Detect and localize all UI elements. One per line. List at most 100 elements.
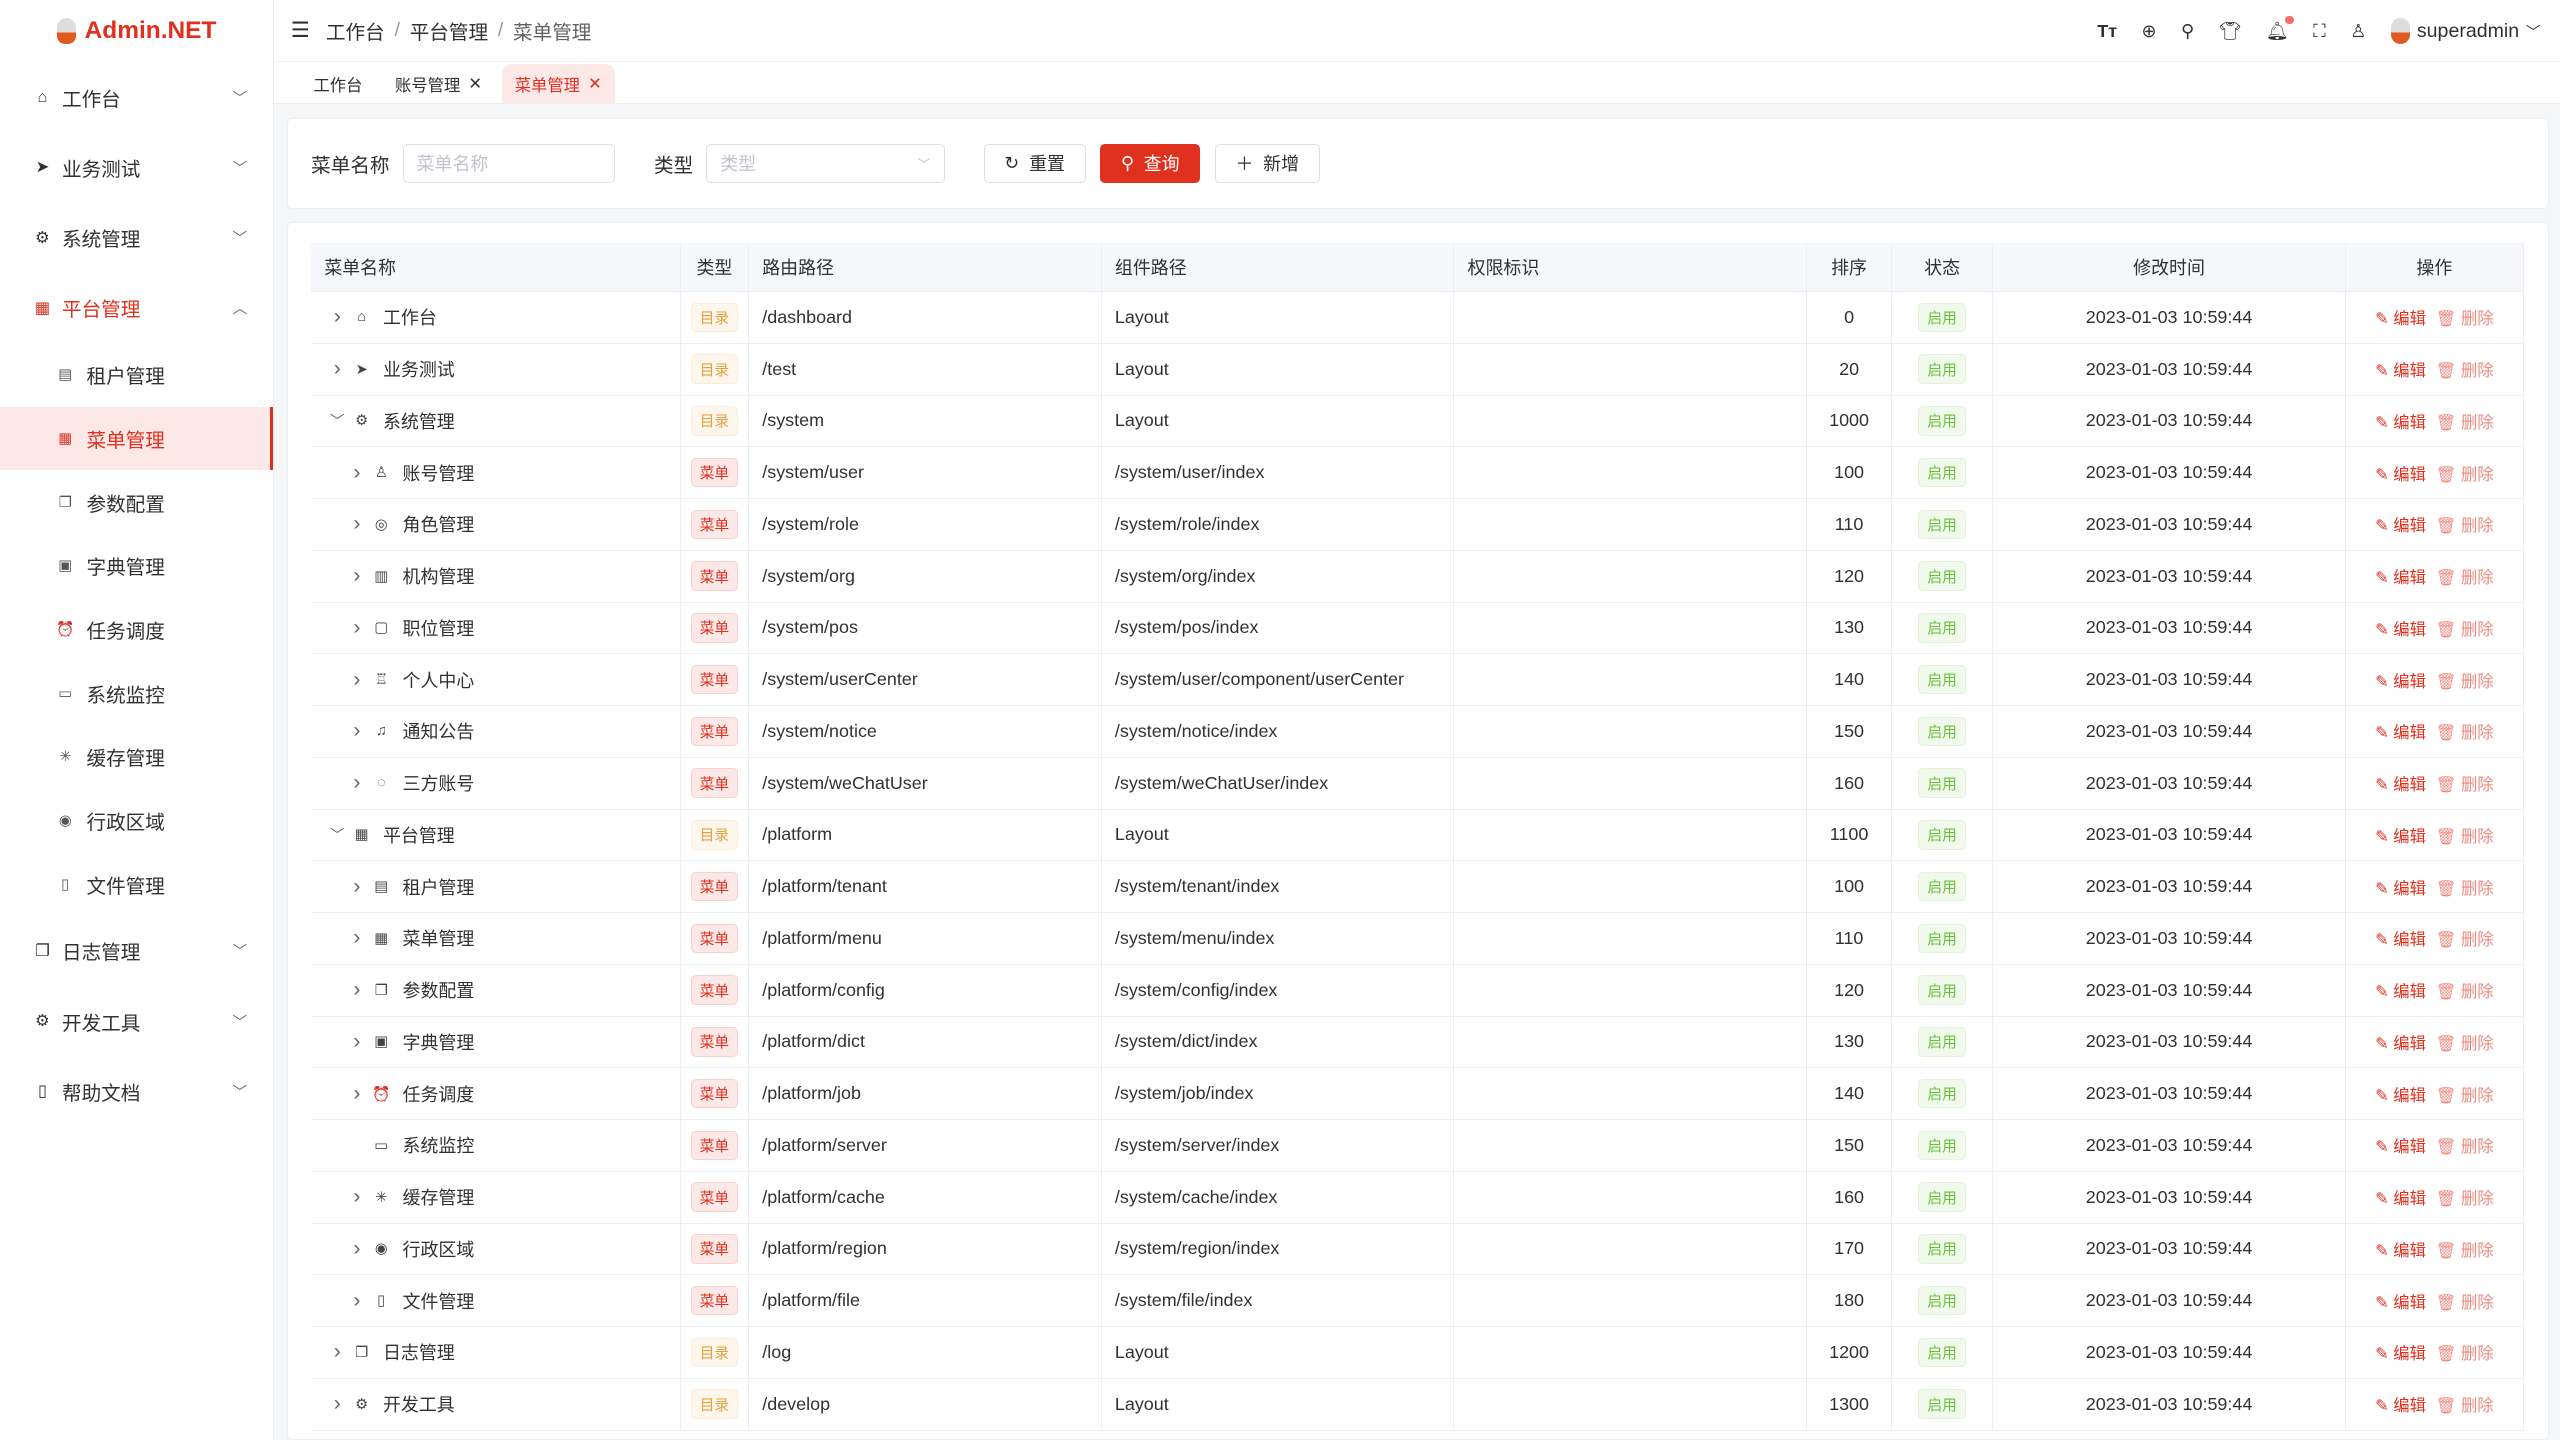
edit-button[interactable]: ✎ 编辑 (2375, 983, 2426, 1001)
edit-button[interactable]: ✎ 编辑 (2375, 931, 2426, 949)
theme-shirt-icon[interactable]: 👕︎ (2218, 20, 2242, 41)
logo[interactable]: Admin.NET (0, 0, 273, 62)
table-row[interactable]: ﹀ ⚙ 系统管理 目录/system Layout 1000 启用 2023-01-03 10… (311, 395, 2524, 448)
chevron-right-icon[interactable]: › (333, 357, 341, 381)
edit-button[interactable]: ✎ 编辑 (2375, 1294, 2426, 1312)
user-menu[interactable]: superadmin ﹀ (2390, 17, 2540, 45)
table-row[interactable]: ﹀ ▦ 平台管理 目录/platform Layout 1100 启用 2023-01-03 … (311, 809, 2524, 862)
delete-button[interactable]: 🗑︎ 删除 (2436, 880, 2494, 898)
chevron-right-icon[interactable]: › (353, 978, 361, 1002)
edit-button[interactable]: ✎ 编辑 (2375, 569, 2426, 587)
edit-button[interactable]: ✎ 编辑 (2375, 828, 2426, 846)
chevron-right-icon[interactable]: › (353, 1236, 361, 1260)
table-row[interactable]: › ➤ 业务测试 目录/test Layout 20 启用 2023-01-03 10:59:… (311, 343, 2524, 396)
sidebar-item[interactable]: ⚙ 开发工具 ﹀ (0, 986, 273, 1056)
table-row[interactable]: ▭ 系统监控 菜单/platform/server/system/server/in… (311, 1119, 2524, 1172)
edit-button[interactable]: ✎ 编辑 (2375, 1345, 2426, 1363)
table-row[interactable]: › ♖ 个人中心 菜单/system/userCenter/system/user/c… (311, 653, 2524, 707)
table-row[interactable]: › ⌂ 工作台 目录/dashboard Layout 0 启用 2023-01-03 10:… (311, 291, 2524, 344)
edit-button[interactable]: ✎ 编辑 (2375, 1087, 2426, 1105)
sidebar-subitem[interactable]: ⏰ 任务调度 (0, 598, 273, 662)
delete-button[interactable]: 🗑︎ 删除 (2436, 1138, 2494, 1156)
chevron-right-icon[interactable]: › (353, 1185, 361, 1209)
add-button[interactable]: ＋ 新增 (1214, 143, 1320, 183)
close-icon[interactable]: ✕ (468, 74, 483, 93)
chevron-right-icon[interactable]: › (353, 874, 361, 898)
delete-button[interactable]: 🗑︎ 删除 (2436, 983, 2494, 1001)
table-row[interactable]: › ⚙ 开发工具 目录/develop Layout 1300 启用 2023-01-03 1… (311, 1378, 2524, 1431)
delete-button[interactable]: 🗑︎ 删除 (2436, 1087, 2494, 1105)
table-row[interactable]: › ♫ 通知公告 菜单/system/notice/system/notice/ind… (311, 705, 2524, 758)
table-row[interactable]: › ✳ 缓存管理 菜单/platform/cache/system/cache/ind… (311, 1171, 2524, 1224)
sidebar-subitem[interactable]: ▤ 租户管理 (0, 343, 273, 407)
chevron-right-icon[interactable]: › (353, 1029, 361, 1053)
delete-button[interactable]: 🗑︎ 删除 (2436, 776, 2494, 794)
chevron-right-icon[interactable]: › (333, 1340, 341, 1364)
sidebar-subitem[interactable]: ◉ 行政区域 (0, 789, 273, 853)
chevron-right-icon[interactable]: › (353, 926, 361, 950)
table-row[interactable]: › ▯ 文件管理 菜单/platform/file/system/file/index… (311, 1274, 2524, 1328)
fullscreen-icon[interactable]: ⛶ (2313, 20, 2326, 41)
chevron-right-icon[interactable]: › (353, 460, 361, 484)
sidebar-item[interactable]: ⚙ 系统管理 ﹀ (0, 202, 273, 272)
edit-button[interactable]: ✎ 编辑 (2375, 776, 2426, 794)
sidebar-subitem[interactable]: ▦ 菜单管理 (0, 406, 274, 471)
delete-button[interactable]: 🗑︎ 删除 (2436, 1294, 2494, 1312)
sidebar-subitem[interactable]: ▣ 字典管理 (0, 534, 273, 598)
tab[interactable]: 账号管理 ✕ (382, 64, 495, 103)
delete-button[interactable]: 🗑︎ 删除 (2436, 1242, 2494, 1260)
delete-button[interactable]: 🗑︎ 删除 (2436, 673, 2494, 691)
chevron-right-icon[interactable]: › (353, 512, 361, 536)
reset-button[interactable]: ↻ 重置 (983, 143, 1086, 183)
table-row[interactable]: › ▥ 机构管理 菜单/system/org/system/org/index 120 启… (311, 550, 2524, 603)
sidebar-subitem[interactable]: ▭ 系统监控 (0, 661, 273, 725)
delete-button[interactable]: 🗑︎ 删除 (2436, 1190, 2494, 1208)
edit-button[interactable]: ✎ 编辑 (2375, 362, 2426, 380)
edit-button[interactable]: ✎ 编辑 (2375, 466, 2426, 484)
chevron-right-icon[interactable]: › (333, 1392, 341, 1416)
edit-button[interactable]: ✎ 编辑 (2375, 621, 2426, 639)
table-row[interactable]: › ◎ 角色管理 菜单/system/role/system/role/index 11… (311, 498, 2524, 551)
edit-button[interactable]: ✎ 编辑 (2375, 1035, 2426, 1053)
delete-button[interactable]: 🗑︎ 删除 (2436, 1397, 2494, 1415)
chevron-right-icon[interactable]: › (353, 719, 361, 743)
delete-button[interactable]: 🗑︎ 删除 (2436, 1345, 2494, 1363)
table-row[interactable]: › ▤ 租户管理 菜单/platform/tenant/system/tenant/i… (311, 860, 2524, 914)
edit-button[interactable]: ✎ 编辑 (2375, 1190, 2426, 1208)
tab[interactable]: 工作台 (300, 64, 375, 103)
table-row[interactable]: › ♙ 账号管理 菜单/system/user/system/user/index 10… (311, 446, 2524, 500)
edit-button[interactable]: ✎ 编辑 (2375, 1242, 2426, 1260)
delete-button[interactable]: 🗑︎ 删除 (2436, 1035, 2494, 1053)
language-icon[interactable]: ⊕ (2141, 20, 2157, 41)
tab[interactable]: 菜单管理 ✕ (501, 64, 615, 104)
menu-name-input[interactable]: 菜单名称 (402, 143, 615, 183)
delete-button[interactable]: 🗑︎ 删除 (2436, 414, 2494, 432)
chevron-down-icon[interactable]: ﹀ (329, 828, 345, 845)
chevron-right-icon[interactable]: › (353, 771, 361, 795)
table-row[interactable]: › ⏰ 任务调度 菜单/platform/job/system/job/index 14… (311, 1067, 2524, 1121)
edit-button[interactable]: ✎ 编辑 (2375, 414, 2426, 432)
delete-button[interactable]: 🗑︎ 删除 (2436, 621, 2494, 639)
table-row[interactable]: › ▦ 菜单管理 菜单/platform/menu/system/menu/index… (311, 912, 2524, 965)
table-row[interactable]: › ▢ 职位管理 菜单/system/pos/system/pos/index 130 启… (311, 602, 2524, 655)
edit-button[interactable]: ✎ 编辑 (2375, 1397, 2426, 1415)
bell-icon[interactable]: 🔔︎ (2265, 15, 2294, 41)
delete-button[interactable]: 🗑︎ 删除 (2436, 569, 2494, 587)
edit-button[interactable]: ✎ 编辑 (2375, 517, 2426, 535)
search-icon[interactable]: ⚲ (2181, 20, 2195, 41)
sidebar-subitem[interactable]: ✳ 缓存管理 (0, 725, 273, 789)
edit-button[interactable]: ✎ 编辑 (2375, 880, 2426, 898)
delete-button[interactable]: 🗑︎ 删除 (2436, 828, 2494, 846)
chevron-right-icon[interactable]: › (353, 1081, 361, 1105)
delete-button[interactable]: 🗑︎ 删除 (2436, 724, 2494, 742)
table-row[interactable]: › ◉ 行政区域 菜单/platform/region/system/region/i… (311, 1223, 2524, 1276)
sidebar-subitem[interactable]: ❐ 参数配置 (0, 470, 273, 534)
table-row[interactable]: › ❐ 参数配置 菜单/platform/config/system/config/i… (311, 964, 2524, 1017)
table-row[interactable]: › ◌ 三方账号 菜单/system/weChatUser/system/weChat… (311, 757, 2524, 810)
chevron-down-icon[interactable]: ﹀ (329, 414, 345, 431)
delete-button[interactable]: 🗑︎ 删除 (2436, 931, 2494, 949)
delete-button[interactable]: 🗑︎ 删除 (2436, 517, 2494, 535)
chevron-right-icon[interactable]: › (353, 615, 361, 639)
user-icon[interactable]: ♙ (2350, 20, 2367, 41)
type-select[interactable]: 类型 ﹀ (706, 143, 945, 183)
